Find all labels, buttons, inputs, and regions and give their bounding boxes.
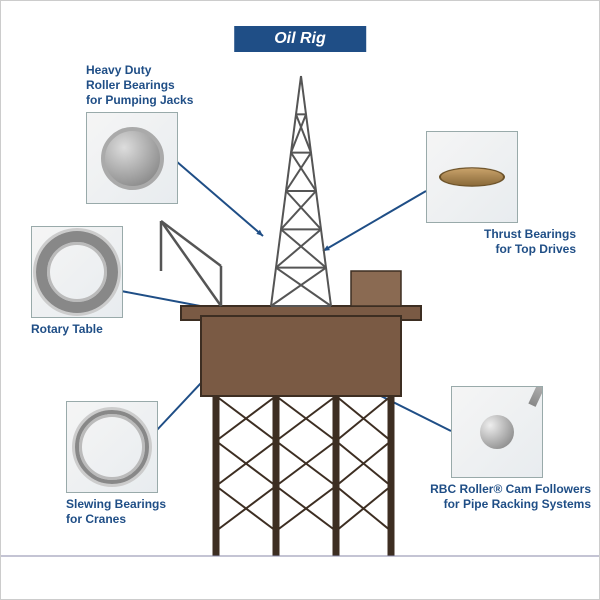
thin-ring-icon: [75, 410, 149, 484]
label-cam-followers: RBC Roller® Cam Followersfor Pipe Rackin…: [401, 482, 591, 512]
callout-cam-followers: RBC Roller® Cam Followersfor Pipe Rackin…: [401, 386, 591, 516]
label-slewing: Slewing Bearingsfor Cranes: [66, 497, 166, 527]
callout-roller-bearings: Heavy DutyRoller Bearingsfor Pumping Jac…: [86, 63, 193, 204]
thumb-rotary-table: [31, 226, 123, 318]
oil-rig-diagram: Oil Rig Heavy DutyRoller Bearingsfor Pum…: [0, 0, 600, 600]
label-thrust: Thrust Bearingsfor Top Drives: [426, 227, 576, 257]
label-roller-bearings: Heavy DutyRoller Bearingsfor Pumping Jac…: [86, 63, 193, 108]
thrust-disc-icon: [439, 167, 505, 187]
cam-follower-icon: [472, 407, 522, 457]
callout-thrust: Thrust Bearingsfor Top Drives: [426, 131, 576, 261]
thumb-thrust: [426, 131, 518, 223]
thumb-slewing: [66, 401, 158, 493]
callout-rotary-table: Rotary Table: [31, 226, 123, 337]
callout-slewing: Slewing Bearingsfor Cranes: [66, 401, 166, 527]
cylinder-bearing-icon: [101, 127, 164, 190]
thumb-cam-followers: [451, 386, 543, 478]
label-rotary-table: Rotary Table: [31, 322, 123, 337]
thumb-roller-bearings: [86, 112, 178, 204]
thick-ring-icon: [36, 231, 118, 313]
